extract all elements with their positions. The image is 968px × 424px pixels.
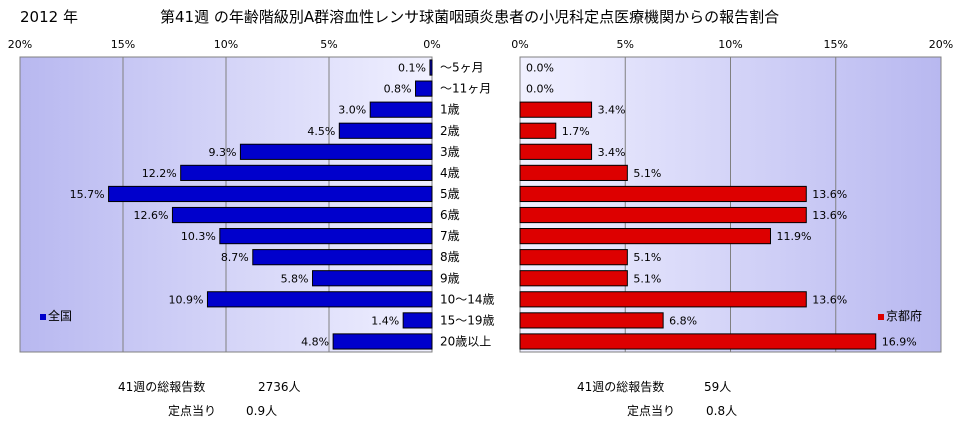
left-x-tick-label: 15%	[111, 38, 135, 51]
right-bar	[519, 206, 807, 224]
right-bar	[519, 333, 877, 350]
right-x-tick-label: 5%	[617, 38, 634, 51]
right-x-tick-label: 10%	[718, 38, 742, 51]
category-label: 15～19歳	[440, 313, 495, 327]
right-legend-swatch	[878, 314, 884, 320]
left-bar	[239, 143, 433, 160]
category-label: 4歳	[440, 166, 460, 180]
right-x-tick-label: 15%	[824, 38, 848, 51]
left-bar-value-label: 0.8%	[384, 83, 412, 96]
right-total-value: 59人	[704, 380, 732, 394]
left-bar-value-label: 9.3%	[208, 146, 236, 159]
left-bar-value-label: 4.8%	[301, 335, 329, 348]
right-bar-value-label: 5.1%	[633, 251, 661, 264]
right-total-label: 41週の総報告数	[577, 380, 665, 394]
left-bar-value-label: 8.7%	[221, 251, 249, 264]
right-bar	[519, 143, 593, 160]
left-bar	[219, 228, 433, 245]
right-bar-value-label: 6.8%	[669, 314, 697, 327]
right-bar	[519, 101, 593, 118]
left-bar-value-label: 10.3%	[181, 230, 216, 243]
category-label: 6歳	[440, 208, 460, 222]
left-per-value: 0.9人	[246, 404, 278, 418]
right-bar	[519, 122, 557, 139]
left-bar	[108, 185, 433, 203]
category-label: 1歳	[440, 103, 460, 117]
category-label: ～5ヶ月	[440, 61, 484, 75]
right-bar-value-label: 1.7%	[562, 125, 590, 138]
left-x-tick-label: 5%	[320, 38, 337, 51]
left-bar	[369, 101, 433, 118]
left-bar-value-label: 1.4%	[371, 314, 399, 327]
right-bar	[519, 164, 628, 181]
right-x-tick-label: 20%	[929, 38, 953, 51]
left-bar	[312, 270, 433, 287]
right-legend-label: 京都府	[886, 308, 922, 323]
right-bar-value-label: 3.4%	[598, 146, 626, 159]
right-x-tick-label: 0%	[511, 38, 528, 51]
right-bar-value-label: 5.1%	[633, 167, 661, 180]
right-bar-value-label: 13.6%	[812, 188, 847, 201]
left-total-value: 2736人	[258, 380, 301, 394]
left-bar	[402, 312, 433, 329]
right-per-label: 定点当り	[627, 404, 676, 418]
chart-title: 第41週 の年齢階級別A群溶血性レンサ球菌咽頭炎患者の小児科定点医療機関からの報…	[160, 8, 780, 26]
category-label: 3歳	[440, 145, 460, 159]
category-label: 20歳以上	[440, 334, 491, 348]
left-per-label: 定点当り	[168, 404, 217, 418]
left-x-tick-label: 20%	[8, 38, 32, 51]
right-bar	[519, 185, 807, 203]
left-legend-label: 全国	[48, 308, 72, 323]
left-bar	[415, 80, 433, 97]
left-bar-value-label: 15.7%	[70, 188, 105, 201]
left-bar	[171, 206, 433, 224]
right-bar	[519, 249, 628, 266]
left-bar	[180, 164, 433, 181]
left-bar	[332, 333, 433, 350]
category-label: 10～14歳	[440, 292, 495, 306]
right-bar-value-label: 16.9%	[882, 335, 917, 348]
left-bar	[338, 122, 433, 139]
category-label: 9歳	[440, 271, 460, 285]
category-label: 2歳	[440, 124, 460, 138]
left-legend-swatch	[40, 314, 46, 320]
right-bar	[519, 270, 628, 287]
category-label: 8歳	[440, 250, 460, 264]
right-bar	[519, 291, 807, 308]
left-bar-value-label: 3.0%	[338, 104, 366, 117]
left-bar	[429, 59, 433, 76]
right-per-value: 0.8人	[706, 404, 738, 418]
year-label: 2012 年	[20, 8, 78, 26]
right-bar-value-label: 11.9%	[776, 230, 811, 243]
category-label: ～11ヶ月	[440, 82, 491, 96]
right-bar-value-label: 0.0%	[526, 83, 554, 96]
right-bar-value-label: 0.0%	[526, 62, 554, 75]
right-bar-value-label: 3.4%	[598, 104, 626, 117]
left-bar-value-label: 12.6%	[133, 209, 168, 222]
right-bar-value-label: 13.6%	[812, 293, 847, 306]
right-bar-value-label: 5.1%	[633, 272, 661, 285]
left-x-tick-label: 10%	[214, 38, 238, 51]
left-bar	[252, 249, 433, 266]
left-bar-value-label: 0.1%	[398, 62, 426, 75]
right-bar-value-label: 13.6%	[812, 209, 847, 222]
left-bar-value-label: 12.2%	[142, 167, 177, 180]
left-x-tick-label: 0%	[423, 38, 440, 51]
left-bar	[206, 291, 433, 308]
category-label: 7歳	[440, 229, 460, 243]
category-label: 5歳	[440, 187, 460, 201]
left-bar-value-label: 4.5%	[307, 125, 335, 138]
left-bar-value-label: 5.8%	[281, 272, 309, 285]
right-bar	[519, 228, 771, 245]
left-bar-value-label: 10.9%	[169, 293, 204, 306]
left-total-label: 41週の総報告数	[118, 380, 206, 394]
right-bar	[519, 312, 664, 329]
